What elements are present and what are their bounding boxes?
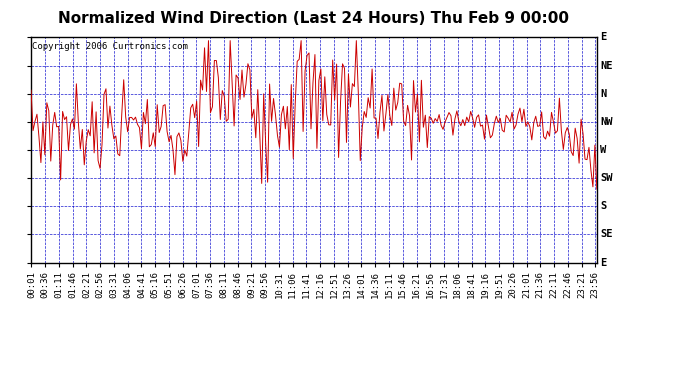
Text: N: N [600,89,607,99]
Text: SE: SE [600,230,613,239]
Text: W: W [600,145,607,155]
Text: Copyright 2006 Curtronics.com: Copyright 2006 Curtronics.com [32,42,188,51]
Text: NE: NE [600,61,613,70]
Text: S: S [600,201,607,211]
Text: NW: NW [600,117,613,127]
Text: SW: SW [600,173,613,183]
Text: E: E [600,33,607,42]
Text: Normalized Wind Direction (Last 24 Hours) Thu Feb 9 00:00: Normalized Wind Direction (Last 24 Hours… [59,11,569,26]
Text: E: E [600,258,607,267]
